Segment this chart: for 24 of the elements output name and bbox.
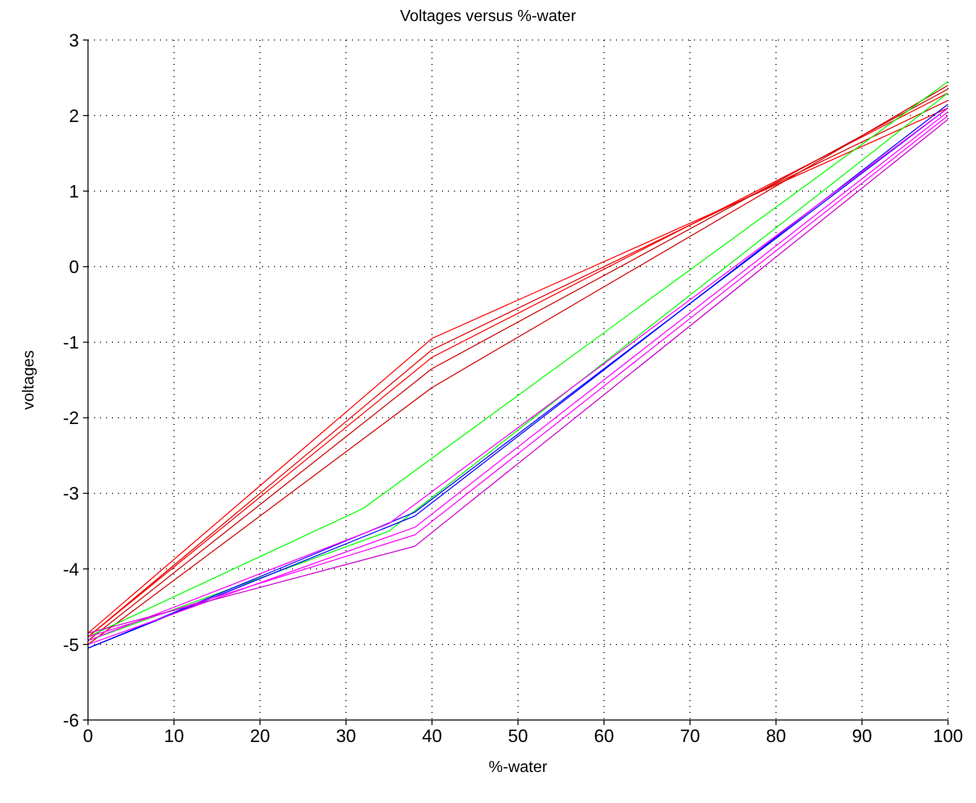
x-tick-label: 0 [82, 726, 94, 746]
y-tick-label: 1 [68, 182, 79, 202]
y-tick-label: 2 [68, 106, 79, 126]
x-tick-label: 70 [680, 726, 700, 746]
y-tick-label: -1 [62, 332, 79, 353]
y-tick-label: -6 [62, 710, 79, 730]
x-tick-label: 90 [852, 726, 872, 746]
y-tick-label: 0 [68, 257, 79, 278]
y-axis-title: voltages [20, 350, 38, 410]
chart-title: Voltages versus %-water [398, 8, 578, 27]
y-tick-label: 3 [68, 30, 79, 50]
y-tick-label: -5 [62, 634, 79, 655]
y-tick-label: -2 [62, 408, 79, 428]
y-tick-label: -3 [62, 484, 79, 504]
x-tick-label: 40 [422, 726, 442, 746]
x-tick-label: 20 [250, 726, 270, 746]
x-tick-label: 30 [336, 726, 356, 746]
x-tick-label: 100 [932, 726, 964, 746]
x-tick-label: 50 [508, 726, 528, 746]
x-axis-title: %-water [488, 759, 548, 776]
x-tick-label: 10 [164, 726, 184, 746]
x-tick-label: 80 [766, 726, 786, 746]
y-tick-label: -4 [62, 559, 79, 580]
x-tick-label: 60 [594, 726, 614, 746]
